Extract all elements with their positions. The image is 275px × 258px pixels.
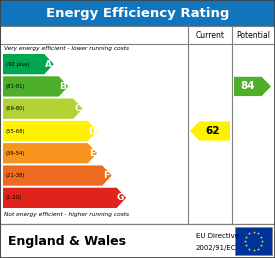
Text: 62: 62	[205, 126, 220, 136]
Polygon shape	[3, 188, 126, 208]
Text: Energy Efficiency Rating: Energy Efficiency Rating	[46, 6, 229, 20]
Text: A: A	[45, 60, 52, 69]
Polygon shape	[3, 54, 54, 74]
Text: B: B	[59, 82, 66, 91]
Text: Potential: Potential	[236, 30, 271, 39]
Text: (55-68): (55-68)	[6, 128, 26, 133]
Text: F: F	[104, 171, 110, 180]
Text: Not energy efficient - higher running costs: Not energy efficient - higher running co…	[4, 212, 129, 217]
Text: (1-20): (1-20)	[6, 195, 22, 200]
Polygon shape	[234, 77, 271, 96]
Text: C: C	[74, 104, 81, 113]
Bar	[235, 227, 272, 255]
Text: (69-80): (69-80)	[6, 106, 26, 111]
Text: Very energy efficient - lower running costs: Very energy efficient - lower running co…	[4, 46, 129, 51]
Text: D: D	[88, 126, 95, 135]
Polygon shape	[3, 165, 112, 186]
Text: 2002/91/EC: 2002/91/EC	[196, 245, 236, 251]
Bar	[0, 224, 275, 258]
Text: EU Directive: EU Directive	[196, 233, 239, 239]
Polygon shape	[190, 121, 230, 141]
Text: England & Wales: England & Wales	[8, 235, 126, 247]
Text: 84: 84	[241, 82, 255, 91]
Polygon shape	[3, 121, 97, 141]
Polygon shape	[3, 143, 97, 163]
Text: (21-38): (21-38)	[6, 173, 26, 178]
Text: (92 plus): (92 plus)	[6, 62, 30, 67]
Text: G: G	[117, 193, 124, 202]
Text: (81-91): (81-91)	[6, 84, 26, 89]
Bar	[0, 0, 275, 26]
Bar	[0, 26, 275, 224]
Polygon shape	[3, 76, 68, 96]
Text: Current: Current	[196, 30, 224, 39]
Text: (39-54): (39-54)	[6, 151, 26, 156]
Text: E: E	[89, 149, 95, 158]
Polygon shape	[3, 99, 83, 119]
